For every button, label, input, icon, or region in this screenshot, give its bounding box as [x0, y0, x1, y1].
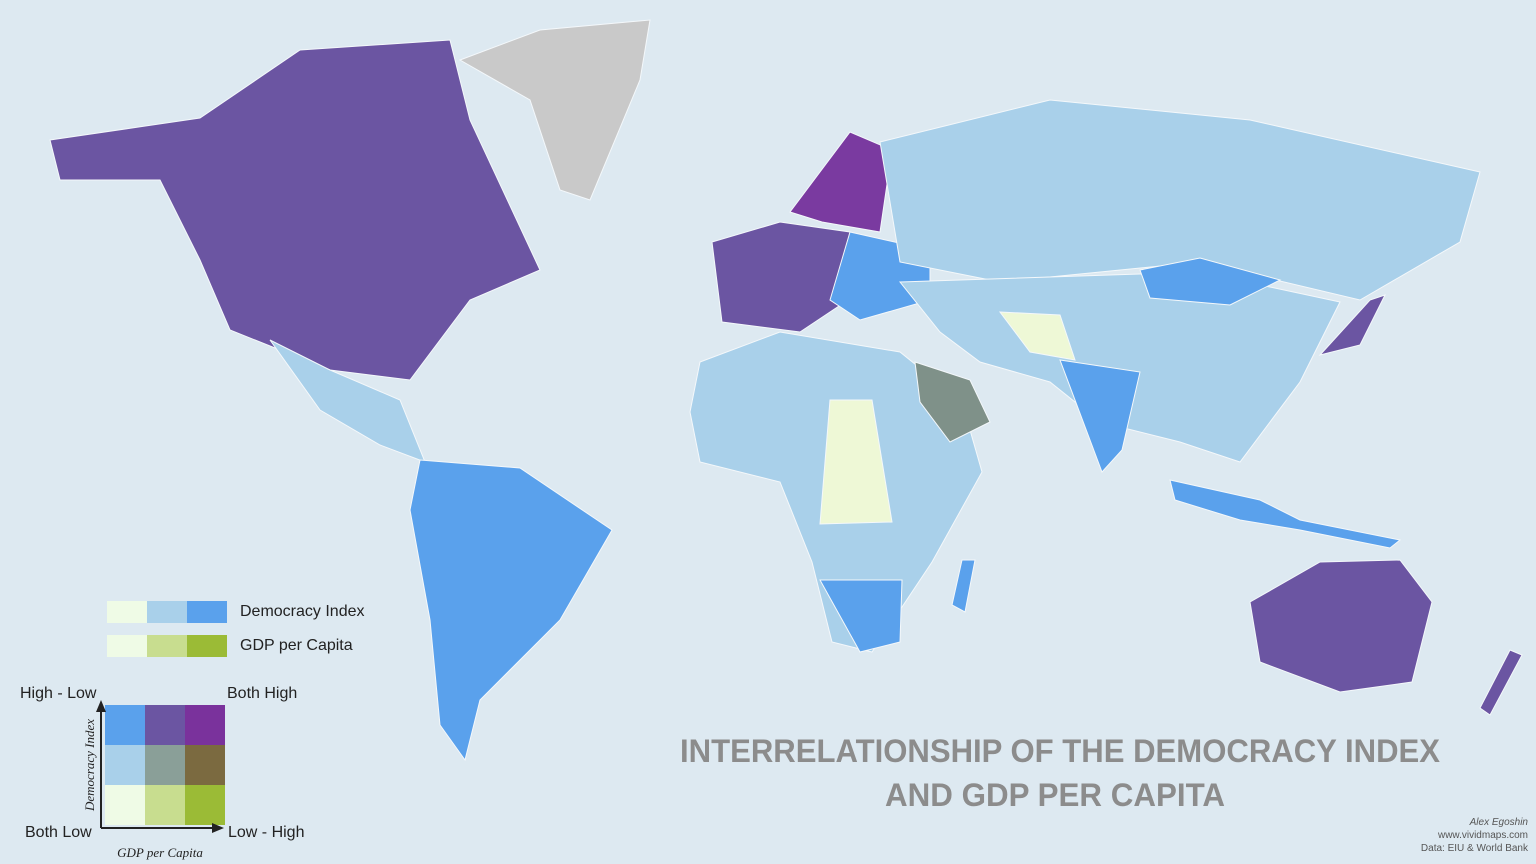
corner-label: High - Low: [20, 685, 97, 702]
japan: [1318, 294, 1386, 356]
new-zealand: [1479, 649, 1523, 716]
swatch: [107, 635, 147, 657]
corner-label: Low - High: [228, 824, 304, 841]
mongolia: [1139, 257, 1282, 306]
greenland: [458, 19, 651, 201]
india: [1059, 359, 1141, 473]
arrow-head: [212, 823, 224, 833]
afghanistan: [998, 311, 1076, 361]
matrix-cell: [185, 745, 225, 785]
site: www.vividmaps.com: [1437, 830, 1528, 841]
matrix-cell: [105, 705, 145, 745]
matrix-cell: [145, 785, 185, 825]
corner-label: Both High: [227, 685, 297, 702]
title: INTERRELATIONSHIP OF THE DEMOCRACY INDEX: [680, 733, 1441, 769]
australia: [1249, 559, 1433, 693]
y-axis-label: Democracy Index: [82, 719, 97, 812]
corner-label: Both Low: [25, 824, 92, 841]
madagascar: [951, 559, 976, 613]
matrix-cell: [105, 785, 145, 825]
southern-africa: [819, 579, 903, 653]
matrix-cell: [105, 745, 145, 785]
source: Data: EIU & World Bank: [1421, 843, 1529, 854]
arrow-head: [96, 700, 106, 712]
south-america: [409, 459, 613, 762]
swatch: [107, 601, 147, 623]
scandinavia: [789, 131, 893, 233]
land: [49, 19, 1523, 762]
swatch: [187, 601, 227, 623]
legend: Democracy Index GDP per Capita High - Lo…: [20, 601, 365, 860]
swatch: [147, 601, 187, 623]
indonesia: [1169, 479, 1402, 549]
legend-label: Democracy Index: [240, 603, 365, 620]
matrix-cell: [185, 785, 225, 825]
matrix-cell: [185, 705, 225, 745]
swatch: [187, 635, 227, 657]
north-america: [49, 39, 541, 381]
author: Alex Egoshin: [1469, 817, 1529, 828]
matrix-cell: [145, 745, 185, 785]
central-africa: [819, 399, 893, 525]
swatch: [147, 635, 187, 657]
matrix-cell: [145, 705, 185, 745]
title: AND GDP PER CAPITA: [885, 777, 1225, 813]
x-axis-label: GDP per Capita: [117, 845, 203, 860]
arabia: [914, 361, 991, 443]
legend-label: GDP per Capita: [240, 637, 353, 654]
russia: [879, 99, 1481, 301]
